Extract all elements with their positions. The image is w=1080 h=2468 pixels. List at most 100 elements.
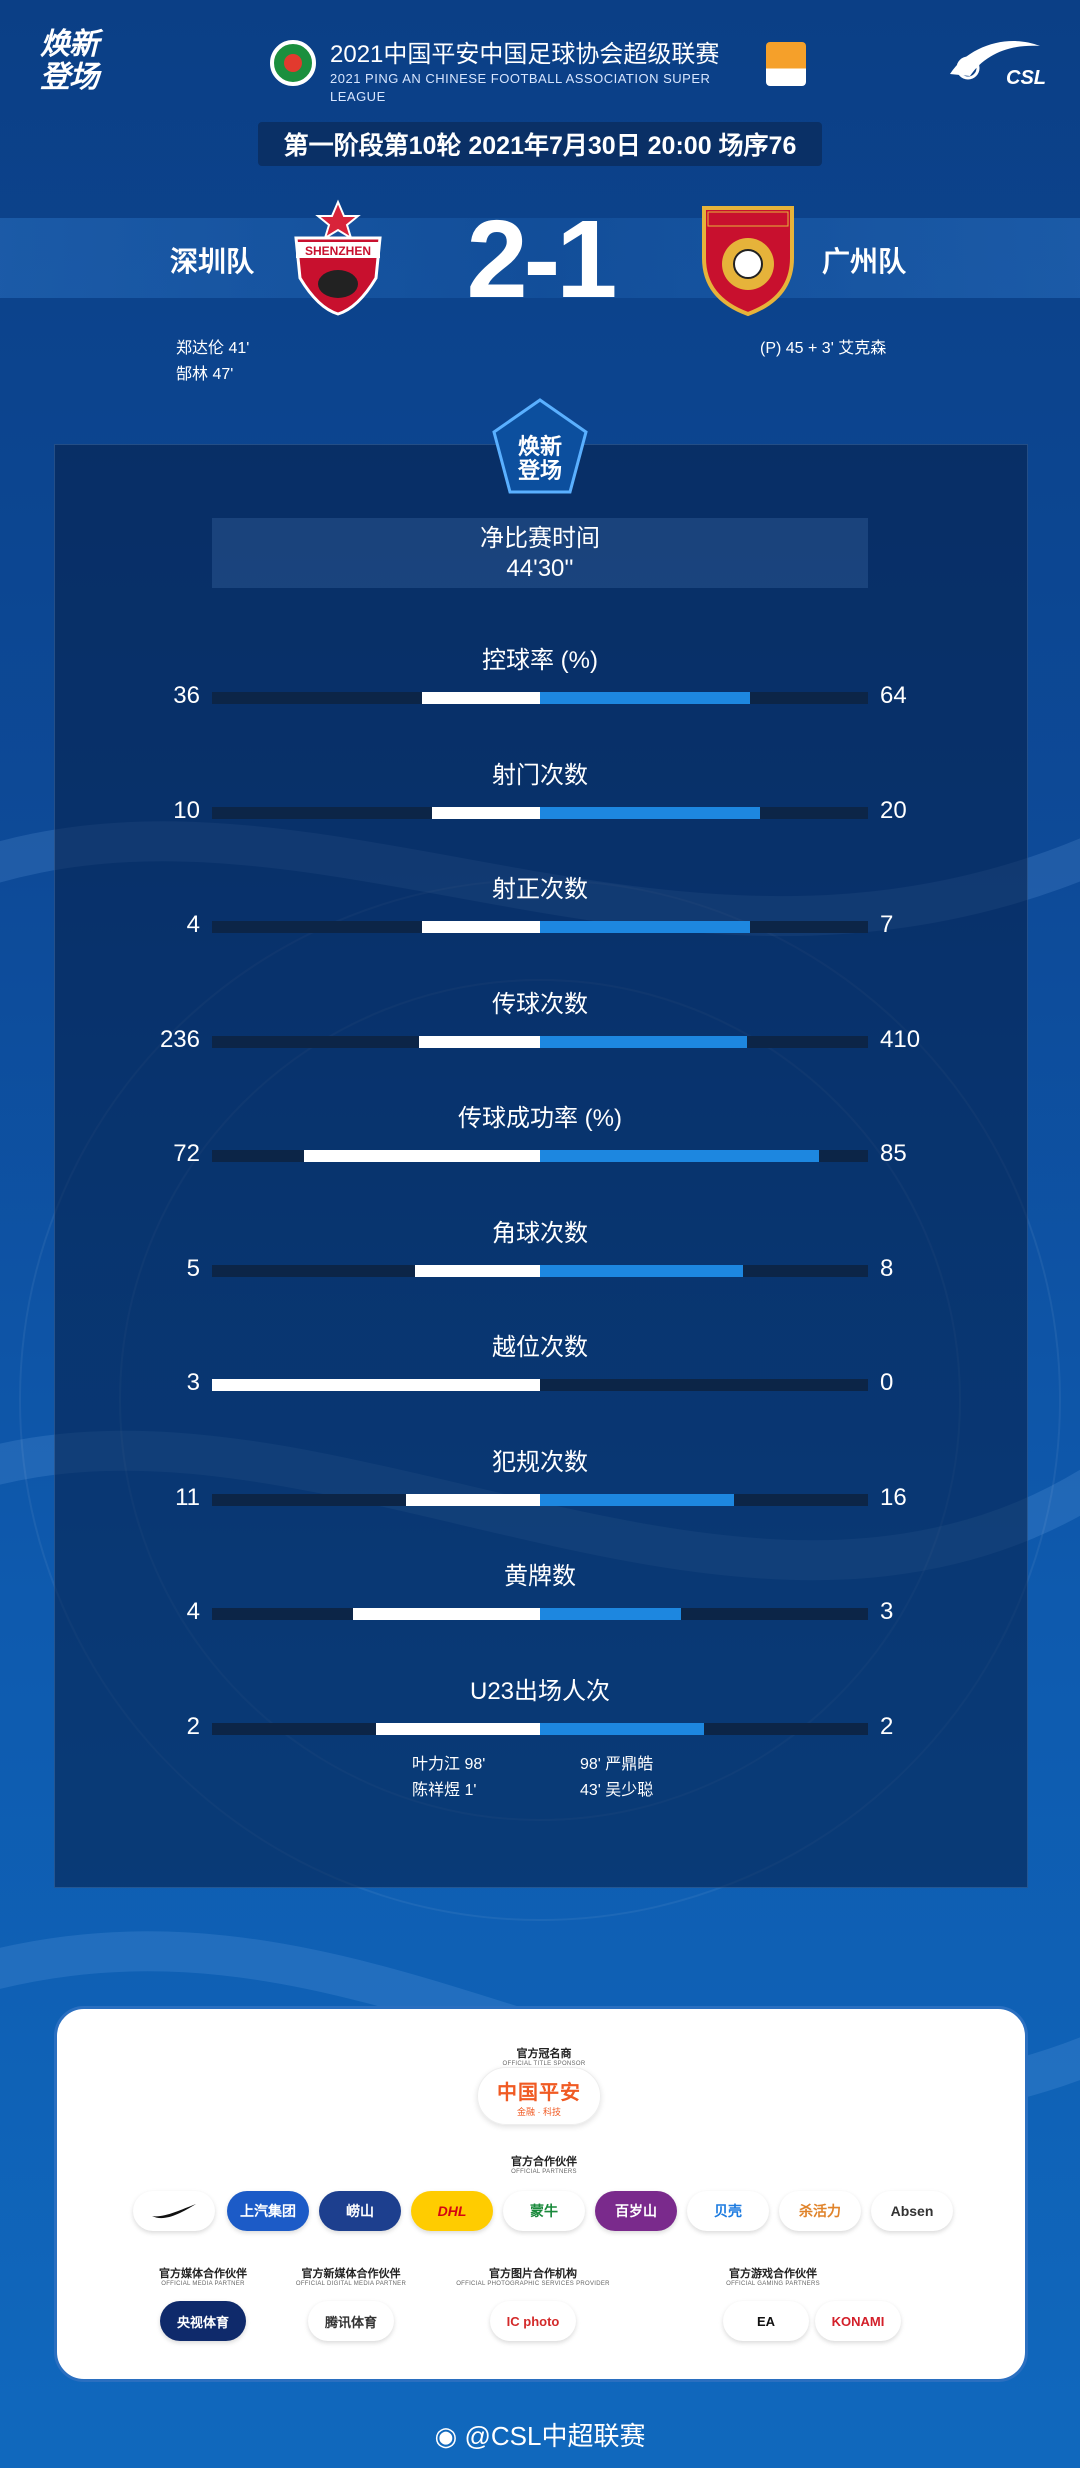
stat-away-value: 8 [880,1254,894,1282]
u23-away-player: 98' 严鼎皓 [580,1756,654,1773]
stat-bar-track [212,692,868,704]
stat-label: 犯规次数 [492,1448,588,1476]
stat-bar-track [212,1150,868,1162]
stat-home-bar [376,1722,540,1735]
stat-label: U23出场人次 [469,1677,611,1705]
gaming-partner-heading: 官方游戏合作伙伴 OFFICIAL GAMING PARTNERS [673,2265,873,2287]
home-team-name: 深圳队 [170,246,255,277]
home-crest-icon: SHENZHEN [294,199,382,316]
partner-logo-laoshan: 崂山 [319,2191,401,2231]
stat-home-value: 3 [186,1369,200,1396]
csl-swoosh-icon [950,41,1040,80]
stat-away-value: 16 [880,1483,907,1511]
media-logo-cctv: 央视体育 [160,2301,246,2341]
stat-bar-track [212,1493,868,1506]
away-crest-icon [702,206,794,317]
home-scorer: 郜林 47' [176,366,234,383]
partner-logo-baisuishan: 百岁山 [595,2191,677,2231]
sponsor-card: 官方冠名商 OFFICIAL TITLE SPONSOR 中国平安 金融 · 科… [54,2006,1028,2382]
net-play-time: 净比赛时间 44'30'' [212,518,868,588]
stat-home-value: 11 [175,1483,200,1511]
stat-label: 射正次数 [492,876,588,903]
stat-home-bar [304,1150,540,1162]
stat-label: 射门次数 [492,761,588,789]
media-partner-heading: 官方媒体合作伙伴 OFFICIAL MEDIA PARTNER [103,2265,303,2287]
gaming-partner-zh: 官方游戏合作伙伴 [729,2268,817,2280]
stat-row: 射正次数 4 7 [0,869,1080,969]
stat-home-bar [432,806,540,819]
stat-away-value: 20 [880,796,907,824]
stat-away-bar [540,1493,734,1506]
net-play-time-value: 44'30'' [506,555,574,582]
stat-label: 传球成功率 (%) [458,1105,622,1132]
stat-away-bar [540,1264,743,1277]
pingan-name: 中国平安 [497,2082,581,2104]
stat-row: 犯规次数 11 16 [0,1442,1080,1542]
stat-row: 传球成功率 (%) 72 85 [0,1098,1080,1198]
partner-logo-absen: Absen [871,2191,953,2231]
u23-away-players: 98' 严鼎皓 43' 吴少聪 [580,1752,653,1804]
photo-partner-en: OFFICIAL PHOTOGRAPHIC SERVICES PROVIDER [456,2281,610,2287]
stat-row: 越位次数 3 0 [0,1327,1080,1427]
stats-panel [54,444,1028,1888]
photo-partner-heading: 官方图片合作机构 OFFICIAL PHOTOGRAPHIC SERVICES … [433,2265,633,2287]
stat-row: 传球次数 236 410 [0,984,1080,1084]
u23-home-player: 陈祥煜 1' [412,1782,477,1799]
stat-home-bar [353,1608,540,1620]
stat-bar-track [212,1035,868,1048]
league-title-zh: 2021中国平安中国足球协会超级联赛 [330,41,720,68]
u23-home-player: 叶力江 98' [412,1756,486,1773]
stat-home-value: 36 [173,682,200,709]
stat-home-value: 4 [186,911,200,938]
media-logo-tencent: 腾讯体育 [308,2301,394,2341]
match-info-text: 第一阶段第10轮 2021年7月30日 20:00 场序76 [283,132,797,160]
stat-row: 角球次数 5 8 [0,1213,1080,1313]
stat-away-value: 410 [880,1025,921,1053]
emblem-badge: 焕新 登场 [492,398,588,494]
partner-logo-nike [133,2191,215,2231]
stat-home-value: 4 [186,1598,200,1625]
nike-swoosh-icon [152,2204,196,2219]
home-scorers: 郑达伦 41' 郜林 47' [176,336,249,388]
stat-label: 控球率 (%) [482,647,598,674]
stat-bar-track [212,806,868,819]
home-crest-text: SHENZHEN [305,244,371,258]
gaming-logo-ea: EA [723,2301,809,2341]
partner-logo-beike: 贝壳 [687,2191,769,2231]
stat-away-value: 0 [880,1369,894,1396]
emblem-line2: 登场 [517,459,562,484]
pingan-sub: 金融 · 科技 [517,2107,561,2117]
digital-media-heading: 官方新媒体合作伙伴 OFFICIAL DIGITAL MEDIA PARTNER [251,2265,451,2287]
net-play-time-label: 净比赛时间 [480,525,600,552]
stat-label: 传球次数 [492,990,588,1018]
stat-home-value: 72 [173,1140,200,1167]
cfa-logo-icon [270,40,316,86]
brand-line1: 焕新 [40,27,99,62]
stat-label: 黄牌数 [504,1563,576,1590]
stat-away-bar [540,921,750,933]
home-scorer: 郑达伦 41' [176,340,250,357]
sponsor-badge-icon [766,42,806,86]
partner-logo-shahuoli: 杀活力 [779,2191,861,2231]
gaming-logo-konami: KONAMI [815,2301,901,2341]
partners-en: OFFICIAL PARTNERS [511,2169,577,2175]
partners-heading: 官方合作伙伴 OFFICIAL PARTNERS [444,2153,644,2175]
stat-away-value: 85 [880,1140,907,1167]
league-title-en: 2021 PING AN CHINESE FOOTBALL ASSOCIATIO… [330,71,711,104]
stat-home-value: 236 [159,1025,200,1053]
stat-away-bar [540,1608,681,1620]
stat-home-bar [212,1379,540,1391]
stat-bar-track [212,1379,868,1391]
league-title: 2021中国平安中国足球协会超级联赛 2021 PING AN CHINESE … [330,40,760,106]
media-partner-zh: 官方媒体合作伙伴 [159,2268,247,2280]
stat-label: 越位次数 [492,1334,588,1361]
stat-bar-track [212,1722,868,1735]
match-info-bar: 第一阶段第10轮 2021年7月30日 20:00 场序76 [258,122,822,166]
stat-home-bar [415,1264,540,1277]
partner-logo-saic: 上汽集团 [227,2191,309,2231]
stat-away-value: 7 [880,911,894,938]
pingan-logo: 中国平安 金融 · 科技 [477,2067,601,2125]
stat-away-value: 64 [880,682,907,709]
footer-text: @CSL中超联赛 [464,2421,646,2451]
footer-weibo-handle: ◉ @CSL中超联赛 [0,2416,1080,2453]
